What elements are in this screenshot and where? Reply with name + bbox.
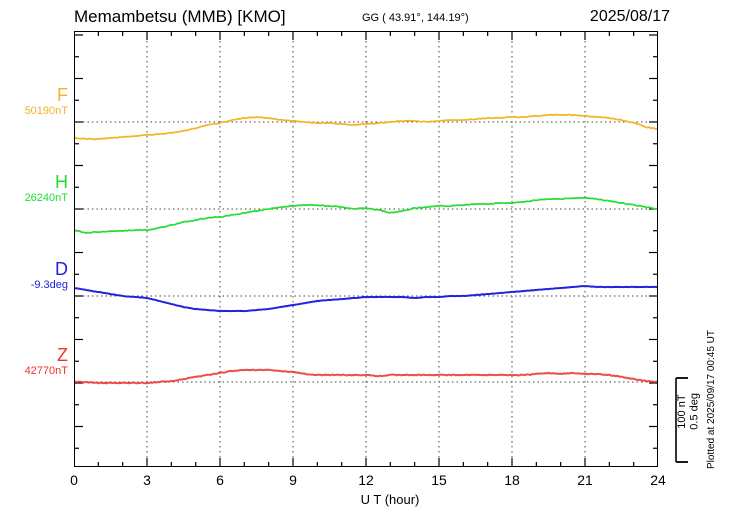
- component-value-H: 26240nT: [24, 191, 68, 204]
- x-tick-label: 24: [650, 472, 666, 488]
- component-letter-D: D: [55, 259, 68, 279]
- scale-bar-line2: 0.5 deg: [688, 393, 701, 430]
- magnetogram-chart: [74, 31, 658, 467]
- page-title: Memambetsu (MMB) [KMO]: [74, 7, 286, 26]
- component-letter-Z: Z: [57, 345, 68, 365]
- x-tick-label: 15: [431, 472, 447, 488]
- scale-bar-icon: [675, 377, 688, 463]
- x-tick-label: 3: [143, 472, 151, 488]
- component-label-H: H 26240nT: [0, 173, 68, 205]
- trace-D: [74, 285, 658, 313]
- component-letter-F: F: [57, 85, 68, 105]
- x-tick-label: 0: [70, 472, 78, 488]
- component-value-F: 50190nT: [24, 104, 68, 117]
- x-axis-title: U T (hour): [0, 492, 730, 507]
- plotted-at-timestamp: Plotted at 2025/09/17 00:45 UT: [706, 330, 717, 469]
- component-letter-H: H: [55, 172, 68, 192]
- geographic-coordinates: GG ( 43.91°, 144.19°): [362, 12, 469, 24]
- baseline-dotted-lines: [74, 121, 658, 383]
- scale-bar-line1: 100 nT: [676, 394, 688, 429]
- data-traces: [74, 113, 658, 385]
- scale-bar-label: 100 nT 0.5 deg: [676, 393, 701, 430]
- x-tick-label: 21: [577, 472, 593, 488]
- trace-H: [74, 196, 658, 234]
- component-label-Z: Z 42770nT: [0, 346, 68, 378]
- component-label-D: D -9.3deg: [0, 260, 68, 292]
- x-tick-label: 6: [216, 472, 224, 488]
- component-label-F: F 50190nT: [0, 86, 68, 118]
- component-value-D: -9.3deg: [30, 278, 68, 291]
- observation-date: 2025/08/17: [589, 8, 670, 25]
- plot-area: [74, 31, 658, 467]
- x-tick-label: 18: [504, 472, 520, 488]
- x-axis-title-text: U T (hour): [360, 492, 420, 507]
- trace-F: [74, 113, 658, 141]
- plot-frame: [74, 31, 658, 467]
- trace-Z: [74, 368, 658, 385]
- x-tick-label: 12: [358, 472, 374, 488]
- x-tick-label: 9: [289, 472, 297, 488]
- component-value-Z: 42770nT: [24, 364, 68, 377]
